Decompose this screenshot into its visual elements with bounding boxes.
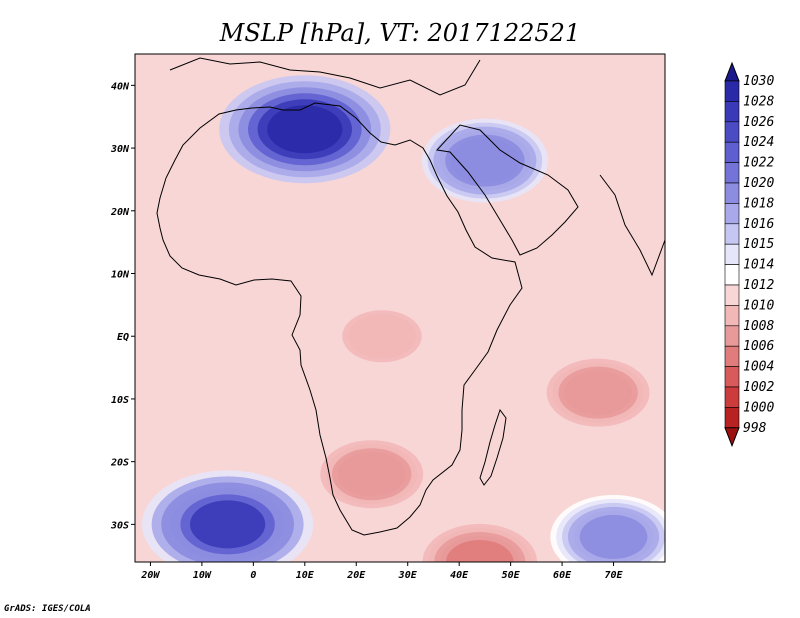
kalahari-low [308,432,435,517]
colorbar-swatch [724,223,740,245]
pressure-contour [337,452,406,497]
y-axis: 40N 30N 20N 10N EQ 10S 20S 30S [110,81,135,531]
pressure-contour [348,314,416,359]
india-coastline [599,174,665,277]
y-tick-label: 20N [110,207,130,218]
colorbar-label: 1014 [743,258,774,273]
saharan-high [219,75,391,184]
x-tick-label: 70E [605,570,624,581]
x-tick-label: 40E [450,570,469,581]
x-tick-label: 20E [346,570,366,581]
coastlines [156,57,665,536]
colorbar-label: 1000 [743,400,774,415]
colorbar-label: 1020 [743,176,774,191]
colorbar-swatch [724,366,740,388]
colorbar-label: 1030 [743,74,774,89]
map-frame [134,53,666,563]
europe-coastline [169,57,481,96]
colorbar-label: 1018 [743,196,774,211]
arabia-coastline [435,124,579,256]
colorbar-label: 1006 [743,339,774,354]
colorbar-label: 1028 [743,94,774,109]
colorbar-swatch [724,264,740,286]
x-tick-label: 10W [193,570,212,581]
y-tick-label: 20S [110,458,129,469]
x-axis: 20W 10W 0 10E 20E 30E 40E 50E 60E 70E [140,562,624,581]
colorbar-swatch [724,101,740,123]
pressure-contour [445,540,514,562]
colorbar-swatch [724,141,740,163]
colorbar-label: 998 [743,421,767,436]
x-tick-label: 50E [502,570,521,581]
south-indian-high [550,494,665,562]
colorbar-swatch [724,345,740,367]
colorbar-swatch [724,243,740,265]
colorbar-label: 1002 [743,380,774,395]
colorbar-label: 1026 [743,115,774,130]
colorbar-label: 1024 [743,135,774,150]
colorbar-label: 1012 [743,278,774,293]
x-tick-label: 10E [296,570,315,581]
colorbar-label: 1022 [743,156,774,171]
colorbar-label: 1008 [743,319,774,334]
x-tick-label: 60E [553,570,572,581]
y-tick-label: 30S [110,520,129,531]
colorbar-swatch [724,407,740,429]
colorbar-label: 1016 [743,217,774,232]
y-tick-label: 40N [111,81,130,92]
x-tick-label: 0 [250,570,256,581]
colorbar: 1030 1028 1026 1024 1022 1020 1018 1016 1015 1014… [724,61,774,448]
colorbar-top-arrow [724,61,740,82]
madagascar-south-low [416,520,543,562]
colorbar-bottom-arrow [724,427,740,448]
map-area [134,53,666,563]
pressure-contour [579,514,648,559]
y-tick-label: 10S [111,395,129,406]
x-tick-label: 20W [140,570,160,581]
pressure-contour [564,370,632,415]
colorbar-label: 1004 [743,360,774,375]
africa-coastline [156,102,523,536]
colorbar-swatch [724,284,740,306]
pressure-contour [190,500,266,549]
south-atlantic-high [142,470,314,562]
colorbar-swatch [724,80,740,102]
y-tick-label: 30N [110,144,130,155]
y-tick-label: 10N [111,270,130,281]
chart-title: MSLP [hPa], VT: 2017122521 [219,19,580,47]
pressure-contour [267,105,343,154]
madagascar-coastline [479,408,507,486]
arabian-high [421,118,549,203]
pressure-contour [451,138,519,183]
credit-text: GrADS: IGES/COLA [4,604,91,614]
colorbar-label: 1015 [743,237,774,252]
colorbar-swatch [724,182,740,204]
colorbar-swatch [724,121,740,143]
colorbar-label: 1010 [743,298,774,313]
y-tick-label: EQ [117,332,129,343]
indian-ocean-low [534,350,662,435]
pressure-field [142,75,665,562]
colorbar-swatch [724,162,740,184]
central-africa-low [318,294,446,379]
colorbar-swatch [724,305,740,327]
colorbar-swatch [724,386,740,408]
x-tick-label: 30E [398,570,418,581]
colorbar-swatch [724,203,740,225]
colorbar-swatch [724,325,740,347]
